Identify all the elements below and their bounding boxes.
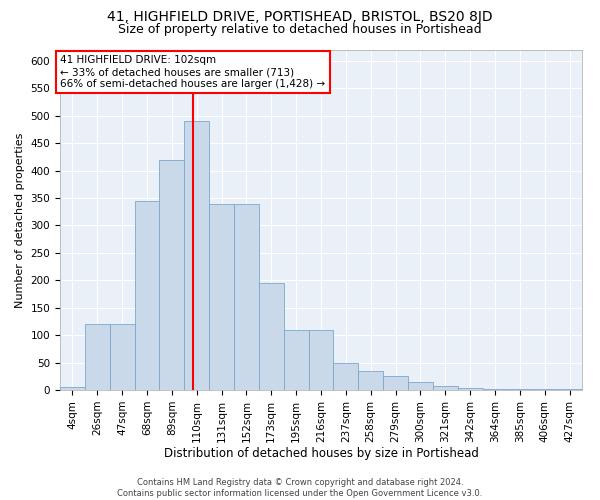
- Bar: [134, 201, 160, 390]
- Bar: [234, 204, 259, 390]
- Bar: [209, 204, 234, 390]
- Bar: [184, 122, 209, 390]
- Bar: [308, 330, 334, 390]
- Bar: [110, 324, 134, 390]
- Bar: [284, 330, 308, 390]
- Bar: [259, 283, 284, 390]
- Bar: [433, 386, 458, 390]
- Bar: [358, 371, 383, 390]
- Text: 41 HIGHFIELD DRIVE: 102sqm
← 33% of detached houses are smaller (713)
66% of sem: 41 HIGHFIELD DRIVE: 102sqm ← 33% of deta…: [61, 56, 326, 88]
- Bar: [60, 388, 85, 390]
- Bar: [383, 376, 408, 390]
- Bar: [458, 388, 482, 390]
- Y-axis label: Number of detached properties: Number of detached properties: [15, 132, 25, 308]
- Bar: [334, 362, 358, 390]
- Bar: [408, 382, 433, 390]
- Bar: [160, 160, 184, 390]
- Text: Size of property relative to detached houses in Portishead: Size of property relative to detached ho…: [118, 22, 482, 36]
- Bar: [85, 324, 110, 390]
- Text: Contains HM Land Registry data © Crown copyright and database right 2024.
Contai: Contains HM Land Registry data © Crown c…: [118, 478, 482, 498]
- Text: 41, HIGHFIELD DRIVE, PORTISHEAD, BRISTOL, BS20 8JD: 41, HIGHFIELD DRIVE, PORTISHEAD, BRISTOL…: [107, 10, 493, 24]
- X-axis label: Distribution of detached houses by size in Portishead: Distribution of detached houses by size …: [164, 448, 478, 460]
- Bar: [482, 389, 508, 390]
